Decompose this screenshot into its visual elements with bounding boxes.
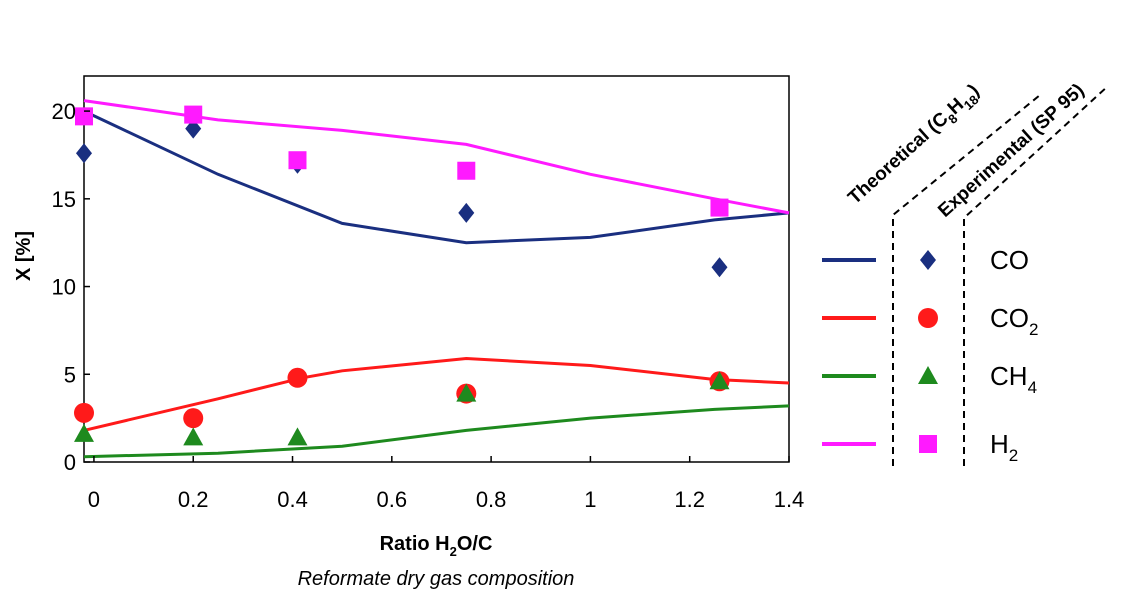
h2-experimental-point [457,161,476,180]
co2-experimental-point [183,408,204,429]
x-axis-label: Ratio H2O/C [380,533,493,559]
co2-experimental-point [287,367,308,388]
legend-marker-co2 [918,308,938,328]
co2-theoretical-line [83,356,790,432]
ch4-experimental-point [287,427,308,446]
legend-marker-ch4 [918,366,938,384]
legend-marker-co [920,250,936,270]
co-theoretical-line [83,109,790,245]
h2-experimental-point [75,107,93,126]
experimental-markers [74,105,730,446]
legend-label-ch4: CH4 [990,361,1037,397]
co2-experimental-point [74,402,94,423]
h2-experimental-point [184,105,203,124]
ch4-experimental-point [183,427,204,446]
y-tick-label: 20 [52,99,76,124]
y-tick-label: 5 [64,362,76,387]
ch4-experimental-point [456,383,477,402]
x-tick-label: 1.4 [774,487,805,512]
ch4-experimental-point [74,423,94,442]
legend: CO CO2 CH4 H2 [822,245,1038,465]
ch4-theoretical-line [83,404,790,459]
chart-caption: Reformate dry gas composition [298,568,575,590]
y-axis-ticks: 0 5 10 15 20 [52,99,90,475]
h2-experimental-point [710,198,729,217]
legend-divider-experimental [963,85,1109,466]
legend-label-co: CO [990,245,1029,275]
co-experimental-point [711,257,728,278]
x-axis-label-sub: 2 [450,544,457,559]
legend-label-h2: H2 [990,429,1018,465]
y-tick-label: 10 [52,275,76,300]
x-tick-label: 0.6 [377,487,408,512]
x-axis-ticks: 0 0.2 0.4 0.6 0.8 1 1.2 1.4 [88,456,804,512]
x-tick-label: 0.4 [277,487,308,512]
x-tick-label: 0 [88,487,100,512]
plot-frame [83,75,790,463]
h2-experimental-point [288,151,307,170]
co-experimental-point [458,202,475,223]
theoretical-main: Theoretical (C [844,108,952,209]
y-axis-label: X [%] [13,231,35,281]
x-tick-label: 1 [584,487,596,512]
co-experimental-point [76,143,92,164]
x-tick-label: 1.2 [674,487,705,512]
x-axis-label-main: Ratio H [380,533,450,555]
legend-divider-theoretical [892,94,1041,466]
y-tick-label: 15 [52,187,76,212]
y-tick-label: 0 [64,450,76,475]
ch4-experimental-point [709,371,730,390]
co-experimental-point [185,118,202,139]
x-tick-label: 0.2 [178,487,209,512]
legend-label-co2: CO2 [990,303,1038,339]
legend-marker-h2 [919,435,937,453]
x-tick-label: 0.8 [476,487,507,512]
x-axis-label-rest: O/C [457,533,493,555]
theoretical-lines [83,99,790,459]
